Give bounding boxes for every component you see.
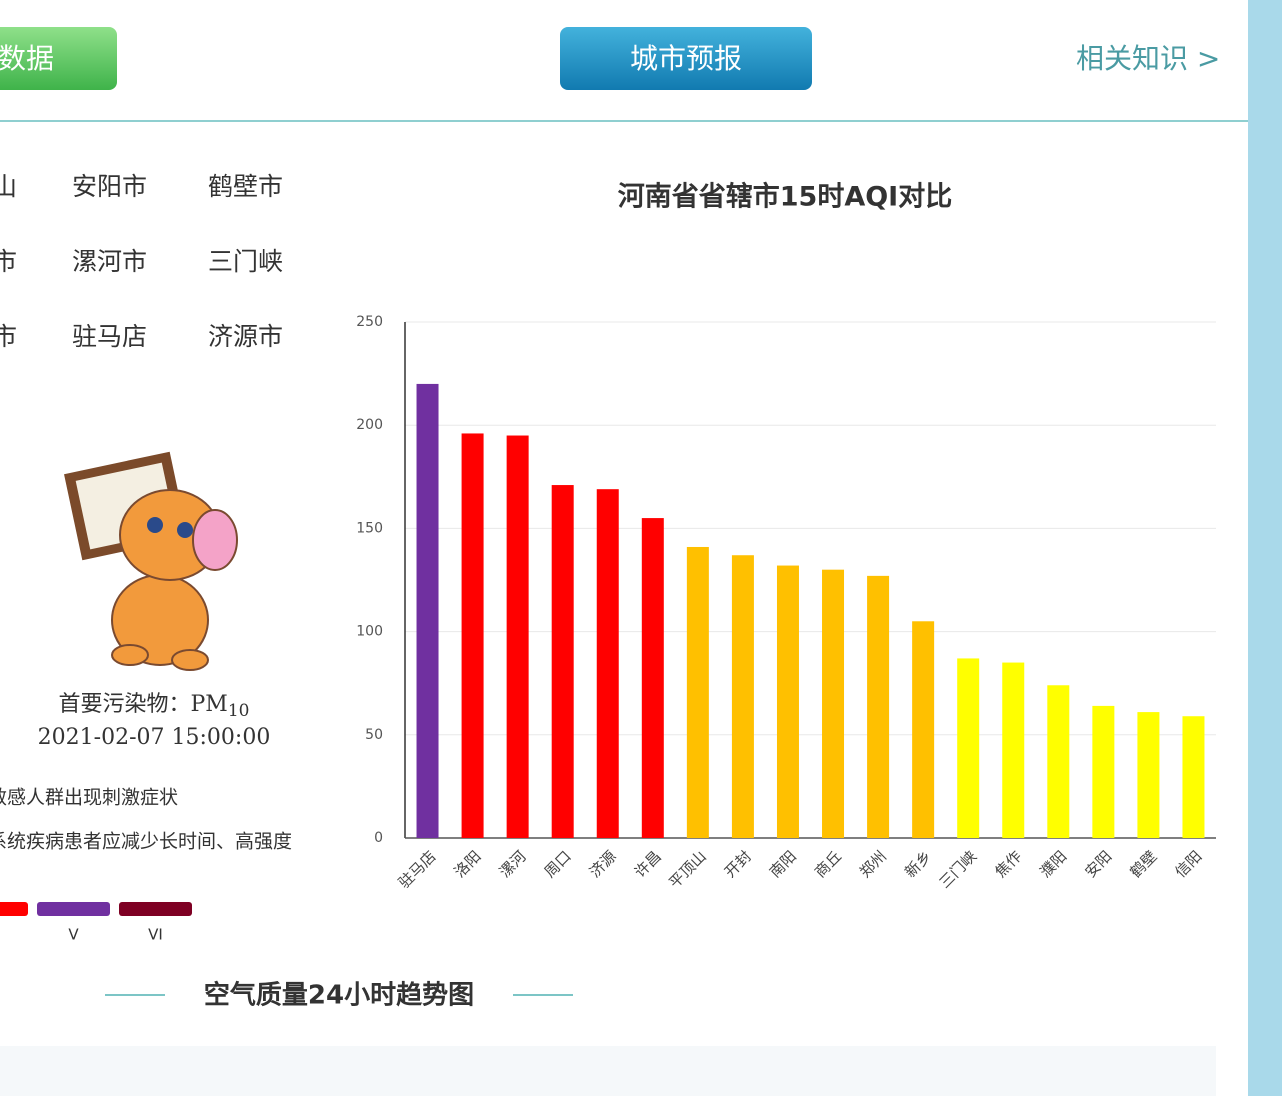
- x-tick-label: 新乡: [901, 847, 935, 881]
- city-link[interactable]: 漯河市: [72, 247, 147, 276]
- city-link[interactable]: 市: [0, 247, 17, 276]
- section-title: 空气质量24小时趋势图: [204, 980, 474, 1011]
- x-tick-label: 焦作: [991, 847, 1025, 881]
- knowledge-link[interactable]: 相关知识 >: [1076, 42, 1220, 75]
- city-link[interactable]: 安阳市: [72, 172, 147, 201]
- bar: [776, 565, 799, 838]
- bar: [1137, 712, 1160, 838]
- legend-swatch: [37, 902, 110, 916]
- bar: [731, 555, 754, 838]
- city-link[interactable]: 鹤壁市: [208, 172, 283, 201]
- chart: 0 50 100 150 200 250 驻马店 洛阳 漯河 周口 济源 许昌 平顶山 开封 南阳 商丘 郑州新…: [356, 314, 1216, 892]
- bar: [867, 575, 890, 838]
- legend-swatch: [119, 902, 192, 916]
- bar: [1002, 662, 1025, 838]
- bar: [416, 383, 439, 838]
- y-tick-label: 50: [365, 727, 383, 743]
- legend-swatch: [0, 902, 28, 916]
- chart-title: 河南省省辖市15时AQI对比: [618, 181, 952, 213]
- update-time: 2021-02-07 15:00:00: [38, 725, 271, 750]
- trend-panel: [0, 1046, 1216, 1096]
- bar: [596, 489, 619, 838]
- bar: [641, 518, 664, 838]
- pollutant-subscript: 10: [228, 701, 250, 721]
- city-link[interactable]: 济源市: [208, 322, 283, 351]
- y-tick-label: 0: [374, 830, 383, 846]
- legend-label: V: [68, 926, 79, 944]
- x-tick-label: 安阳: [1081, 847, 1115, 881]
- bar: [461, 433, 484, 838]
- bar: [1182, 716, 1205, 838]
- side-strip: [1248, 0, 1282, 1096]
- city-link[interactable]: 山: [0, 172, 17, 201]
- x-tick-label: 许昌: [631, 847, 665, 881]
- bar: [506, 435, 529, 838]
- x-tick-label: 三门峡: [936, 847, 981, 892]
- bar: [957, 658, 980, 838]
- x-tick-label: 商丘: [811, 847, 845, 881]
- x-tick-label: 濮阳: [1036, 847, 1070, 881]
- level-legend: V VI: [0, 902, 192, 944]
- pollutant-label: 首要污染物：PM: [59, 692, 228, 717]
- x-tick-label: 济源: [586, 847, 620, 881]
- y-tick-label: 150: [356, 520, 383, 536]
- data-button[interactable]: [0, 27, 117, 90]
- y-tick-label: 200: [356, 417, 383, 433]
- bar: [1092, 705, 1115, 838]
- x-tick-label: 郑州: [856, 847, 890, 881]
- forecast-button-label[interactable]: 城市预报: [630, 42, 742, 75]
- forecast-button[interactable]: [560, 27, 812, 90]
- mascot: [64, 451, 238, 671]
- x-tick-label: 周口: [541, 847, 575, 881]
- y-tick-label: 250: [356, 314, 383, 330]
- city-link[interactable]: 市: [0, 322, 17, 351]
- x-tick-label: 漯河: [496, 847, 530, 881]
- y-tick-label: 100: [356, 624, 383, 640]
- city-link[interactable]: 驻马店: [72, 322, 147, 351]
- x-tick-label: 开封: [721, 847, 755, 881]
- city-grid: 山安阳市 鹤壁市市 漯河市 三门峡市 驻马店 济源市: [0, 172, 283, 351]
- advice-line: 系统疾病患者应减少长时间、高强度: [0, 831, 292, 853]
- bar: [822, 569, 845, 838]
- legend-label: VI: [148, 926, 163, 944]
- x-tick-label: 驻马店: [395, 847, 440, 892]
- x-tick-label: 平顶山: [665, 847, 710, 892]
- x-tick-label: 鹤壁: [1126, 847, 1160, 881]
- bar: [1047, 685, 1070, 838]
- bar: [551, 485, 574, 838]
- x-tick-label: 南阳: [766, 847, 800, 881]
- x-tick-label: 信阳: [1172, 847, 1206, 881]
- advice-line: 敏感人群出现刺激症状: [0, 787, 178, 809]
- bar: [686, 546, 709, 838]
- bar: [912, 621, 935, 838]
- primary-pollutant: 首要污染物：PM10: [59, 692, 250, 721]
- x-tick-label: 洛阳: [451, 847, 485, 881]
- city-link[interactable]: 三门峡: [208, 247, 283, 276]
- data-button-label[interactable]: 数据: [0, 42, 54, 75]
